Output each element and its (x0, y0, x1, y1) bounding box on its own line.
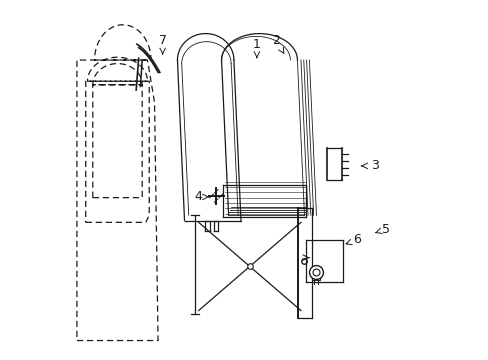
Text: 4: 4 (194, 190, 202, 203)
Text: 5: 5 (381, 223, 389, 236)
Bar (311, 276, 320, 280)
Text: 1: 1 (252, 38, 260, 51)
Text: 3: 3 (370, 159, 378, 172)
Text: 6: 6 (353, 234, 361, 247)
Text: 7: 7 (158, 34, 166, 47)
Text: 2: 2 (272, 34, 280, 47)
